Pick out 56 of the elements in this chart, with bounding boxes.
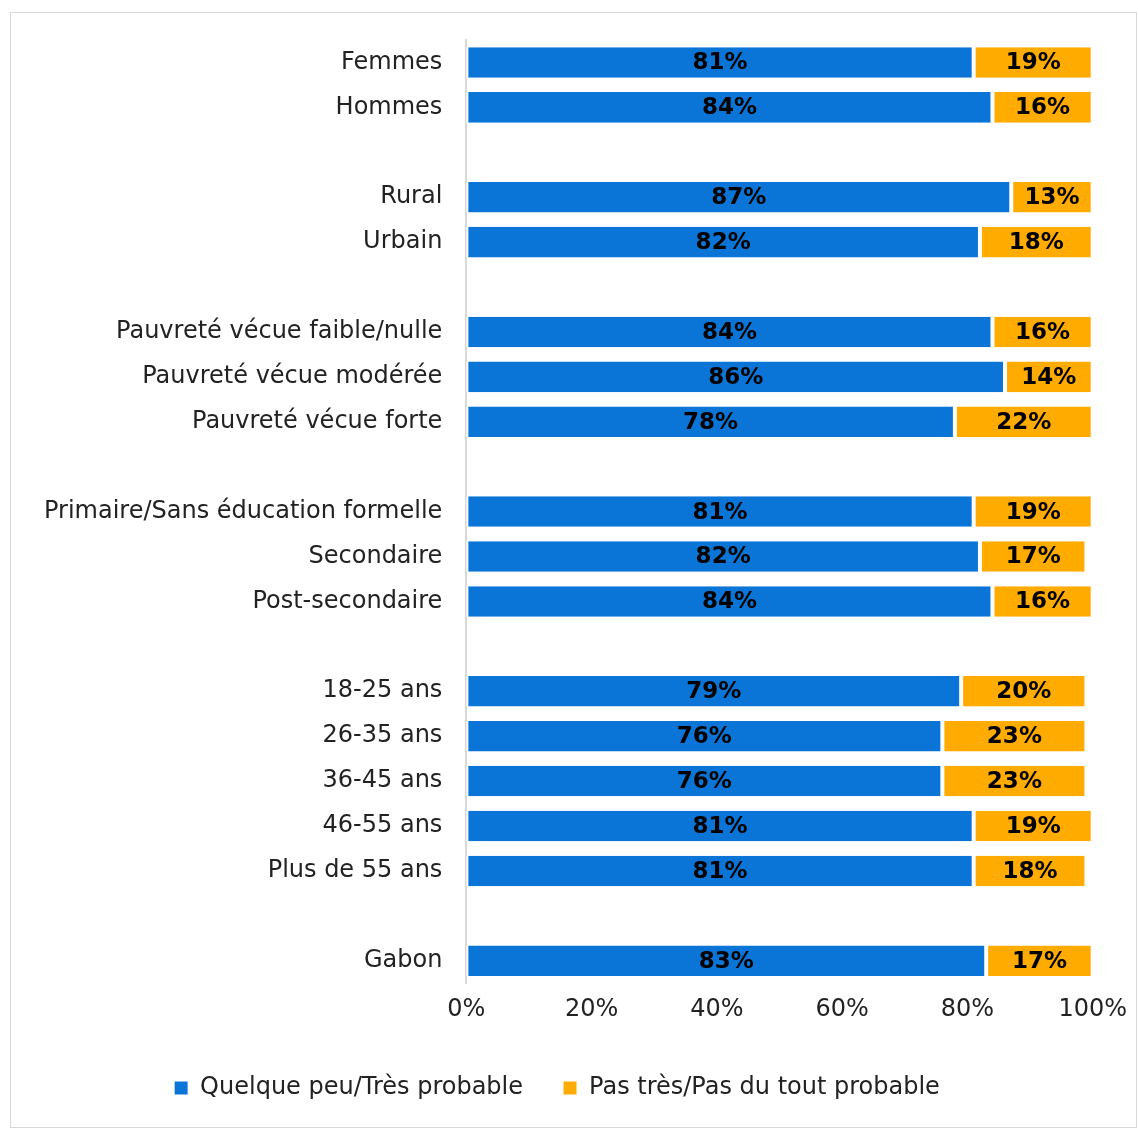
data-label: 81% [692, 48, 748, 75]
x-tick-label: 40% [690, 993, 744, 1022]
y-tick-label: Rural [380, 181, 443, 210]
x-tick-label: 80% [940, 993, 995, 1022]
data-label: 16% [1015, 93, 1071, 120]
y-tick-label: Hommes [335, 91, 443, 120]
data-label: 81% [692, 497, 748, 524]
data-label: 14% [1021, 362, 1077, 389]
x-tick-label: 60% [815, 993, 869, 1022]
x-tick-label: 20% [564, 993, 619, 1022]
data-label: 81% [692, 811, 748, 838]
y-tick-label: 18-25 ans [322, 675, 443, 704]
y-tick-label: Plus de 55 ans [267, 855, 443, 884]
y-tick-label: Femmes [341, 46, 443, 75]
y-tick-label: 36-45 ans [322, 765, 443, 794]
data-label: 18% [1002, 856, 1058, 883]
data-label: 87% [711, 183, 767, 210]
legend-label: Quelque peu/Très probable [200, 1072, 524, 1101]
data-label: 19% [1005, 48, 1061, 75]
data-label: 76% [676, 767, 732, 794]
data-label: 19% [1005, 497, 1061, 524]
y-tick-label: 46-55 ans [322, 810, 443, 839]
data-label: 23% [986, 722, 1042, 749]
y-tick-label: Post-secondaire [252, 585, 443, 614]
y-tick-label: Pauvreté vécue forte [191, 406, 443, 435]
legend-label: Pas très/Pas du tout probable [589, 1072, 940, 1101]
y-tick-label: 26-35 ans [322, 720, 443, 749]
data-label: 76% [676, 722, 732, 749]
y-tick-label: Pauvreté vécue faible/nulle [116, 316, 443, 345]
data-label: 13% [1024, 183, 1080, 210]
data-label: 23% [986, 767, 1042, 794]
data-label: 20% [996, 677, 1052, 704]
data-label: 86% [708, 362, 764, 389]
data-label: 17% [1005, 542, 1061, 569]
y-tick-label: Gabon [363, 944, 443, 973]
y-tick-label: Urbain [363, 226, 443, 255]
data-label: 84% [701, 93, 757, 120]
x-tick-label: 100% [1058, 993, 1128, 1022]
y-tick-label: Secondaire [308, 540, 443, 569]
data-label: 78% [683, 407, 739, 434]
data-label: 82% [695, 228, 751, 255]
y-tick-label: Primaire/Sans éducation formelle [44, 495, 443, 524]
data-label: 22% [996, 407, 1052, 434]
data-label: 84% [701, 587, 757, 614]
data-label: 81% [692, 856, 748, 883]
data-label: 82% [695, 542, 751, 569]
data-label: 84% [701, 317, 757, 344]
data-label: 19% [1005, 811, 1061, 838]
data-label: 16% [1015, 317, 1071, 344]
data-label: 83% [698, 946, 754, 973]
data-label: 18% [1008, 228, 1064, 255]
data-label: 79% [686, 677, 742, 704]
data-label: 17% [1011, 946, 1067, 973]
x-tick-label: 0% [447, 993, 486, 1022]
data-label: 16% [1015, 587, 1071, 614]
y-tick-label: Pauvreté vécue modérée [142, 361, 443, 390]
